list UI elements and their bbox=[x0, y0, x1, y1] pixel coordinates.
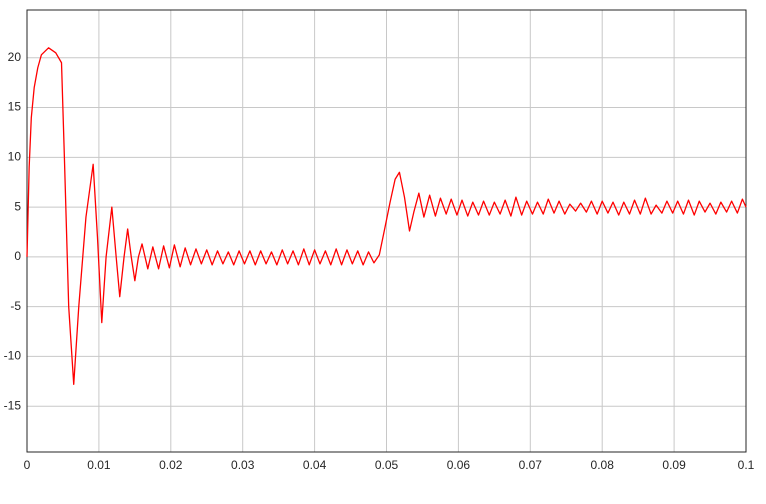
y-tick-label: 5 bbox=[14, 199, 21, 213]
x-tick-label: 0.07 bbox=[519, 458, 543, 472]
x-tick-label: 0.04 bbox=[303, 458, 327, 472]
x-tick-label: 0.09 bbox=[662, 458, 686, 472]
y-tick-label: -10 bbox=[4, 349, 22, 363]
x-tick-label: 0.01 bbox=[87, 458, 111, 472]
x-tick-label: 0.02 bbox=[159, 458, 183, 472]
y-tick-label: -15 bbox=[4, 398, 22, 412]
x-tick-label: 0.06 bbox=[447, 458, 471, 472]
y-tick-label: -5 bbox=[10, 299, 21, 313]
x-tick-label: 0.1 bbox=[738, 458, 755, 472]
x-tick-label: 0.08 bbox=[591, 458, 615, 472]
y-tick-label: 0 bbox=[14, 249, 21, 263]
x-tick-label: 0.03 bbox=[231, 458, 255, 472]
data-line bbox=[26, 47, 747, 385]
y-tick-label: 20 bbox=[8, 50, 22, 64]
y-tick-label: 15 bbox=[8, 100, 22, 114]
x-tick-label: 0 bbox=[24, 458, 31, 472]
x-tick-label: 0.05 bbox=[375, 458, 399, 472]
y-tick-label: 10 bbox=[8, 150, 22, 164]
